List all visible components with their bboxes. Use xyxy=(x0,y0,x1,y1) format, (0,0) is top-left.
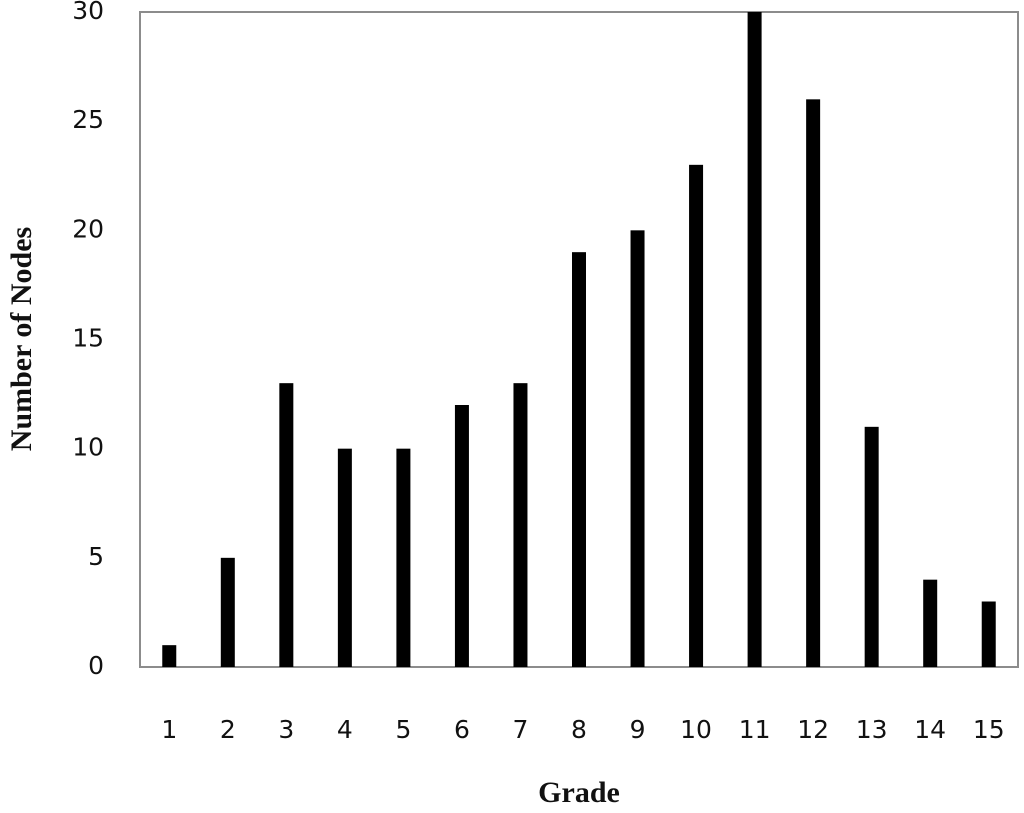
bar xyxy=(279,383,294,667)
x-tick-label: 2 xyxy=(220,715,236,744)
x-tick-label: 14 xyxy=(914,715,946,744)
x-tick-label: 12 xyxy=(797,715,829,744)
x-tick-label: 15 xyxy=(973,715,1005,744)
bar xyxy=(689,164,704,668)
bar xyxy=(630,230,645,668)
bar xyxy=(981,601,996,667)
x-tick-label: 8 xyxy=(571,715,587,744)
bar xyxy=(864,426,879,667)
y-tick-label: 30 xyxy=(72,0,104,25)
bar xyxy=(923,579,938,667)
bar xyxy=(572,252,586,667)
x-tick-label: 13 xyxy=(856,715,888,744)
bar xyxy=(396,448,411,667)
x-tick-label: 5 xyxy=(395,715,411,744)
y-tick-label: 20 xyxy=(72,214,104,243)
bar xyxy=(337,448,352,667)
x-tick-label: 7 xyxy=(513,715,529,744)
x-tick-label: 4 xyxy=(337,715,353,744)
bar xyxy=(220,557,235,667)
x-tick-label: 9 xyxy=(630,715,646,744)
y-tick-label: 15 xyxy=(72,324,104,353)
x-tick-label: 10 xyxy=(680,715,712,744)
bar xyxy=(162,645,177,667)
bar xyxy=(747,12,762,667)
bar xyxy=(513,383,528,667)
bar xyxy=(454,405,469,667)
x-tick-label: 11 xyxy=(739,715,771,744)
bar xyxy=(806,99,821,668)
y-tick-label: 5 xyxy=(88,542,104,571)
y-axis-title: Number of Nodes xyxy=(5,227,38,451)
x-axis-title: Grade xyxy=(538,776,620,809)
y-tick-label: 0 xyxy=(88,651,104,680)
x-tick-label: 1 xyxy=(161,715,177,744)
y-tick-label: 25 xyxy=(72,105,104,134)
y-tick-label: 10 xyxy=(72,433,104,462)
x-tick-label: 3 xyxy=(278,715,294,744)
x-tick-label: 6 xyxy=(454,715,470,744)
